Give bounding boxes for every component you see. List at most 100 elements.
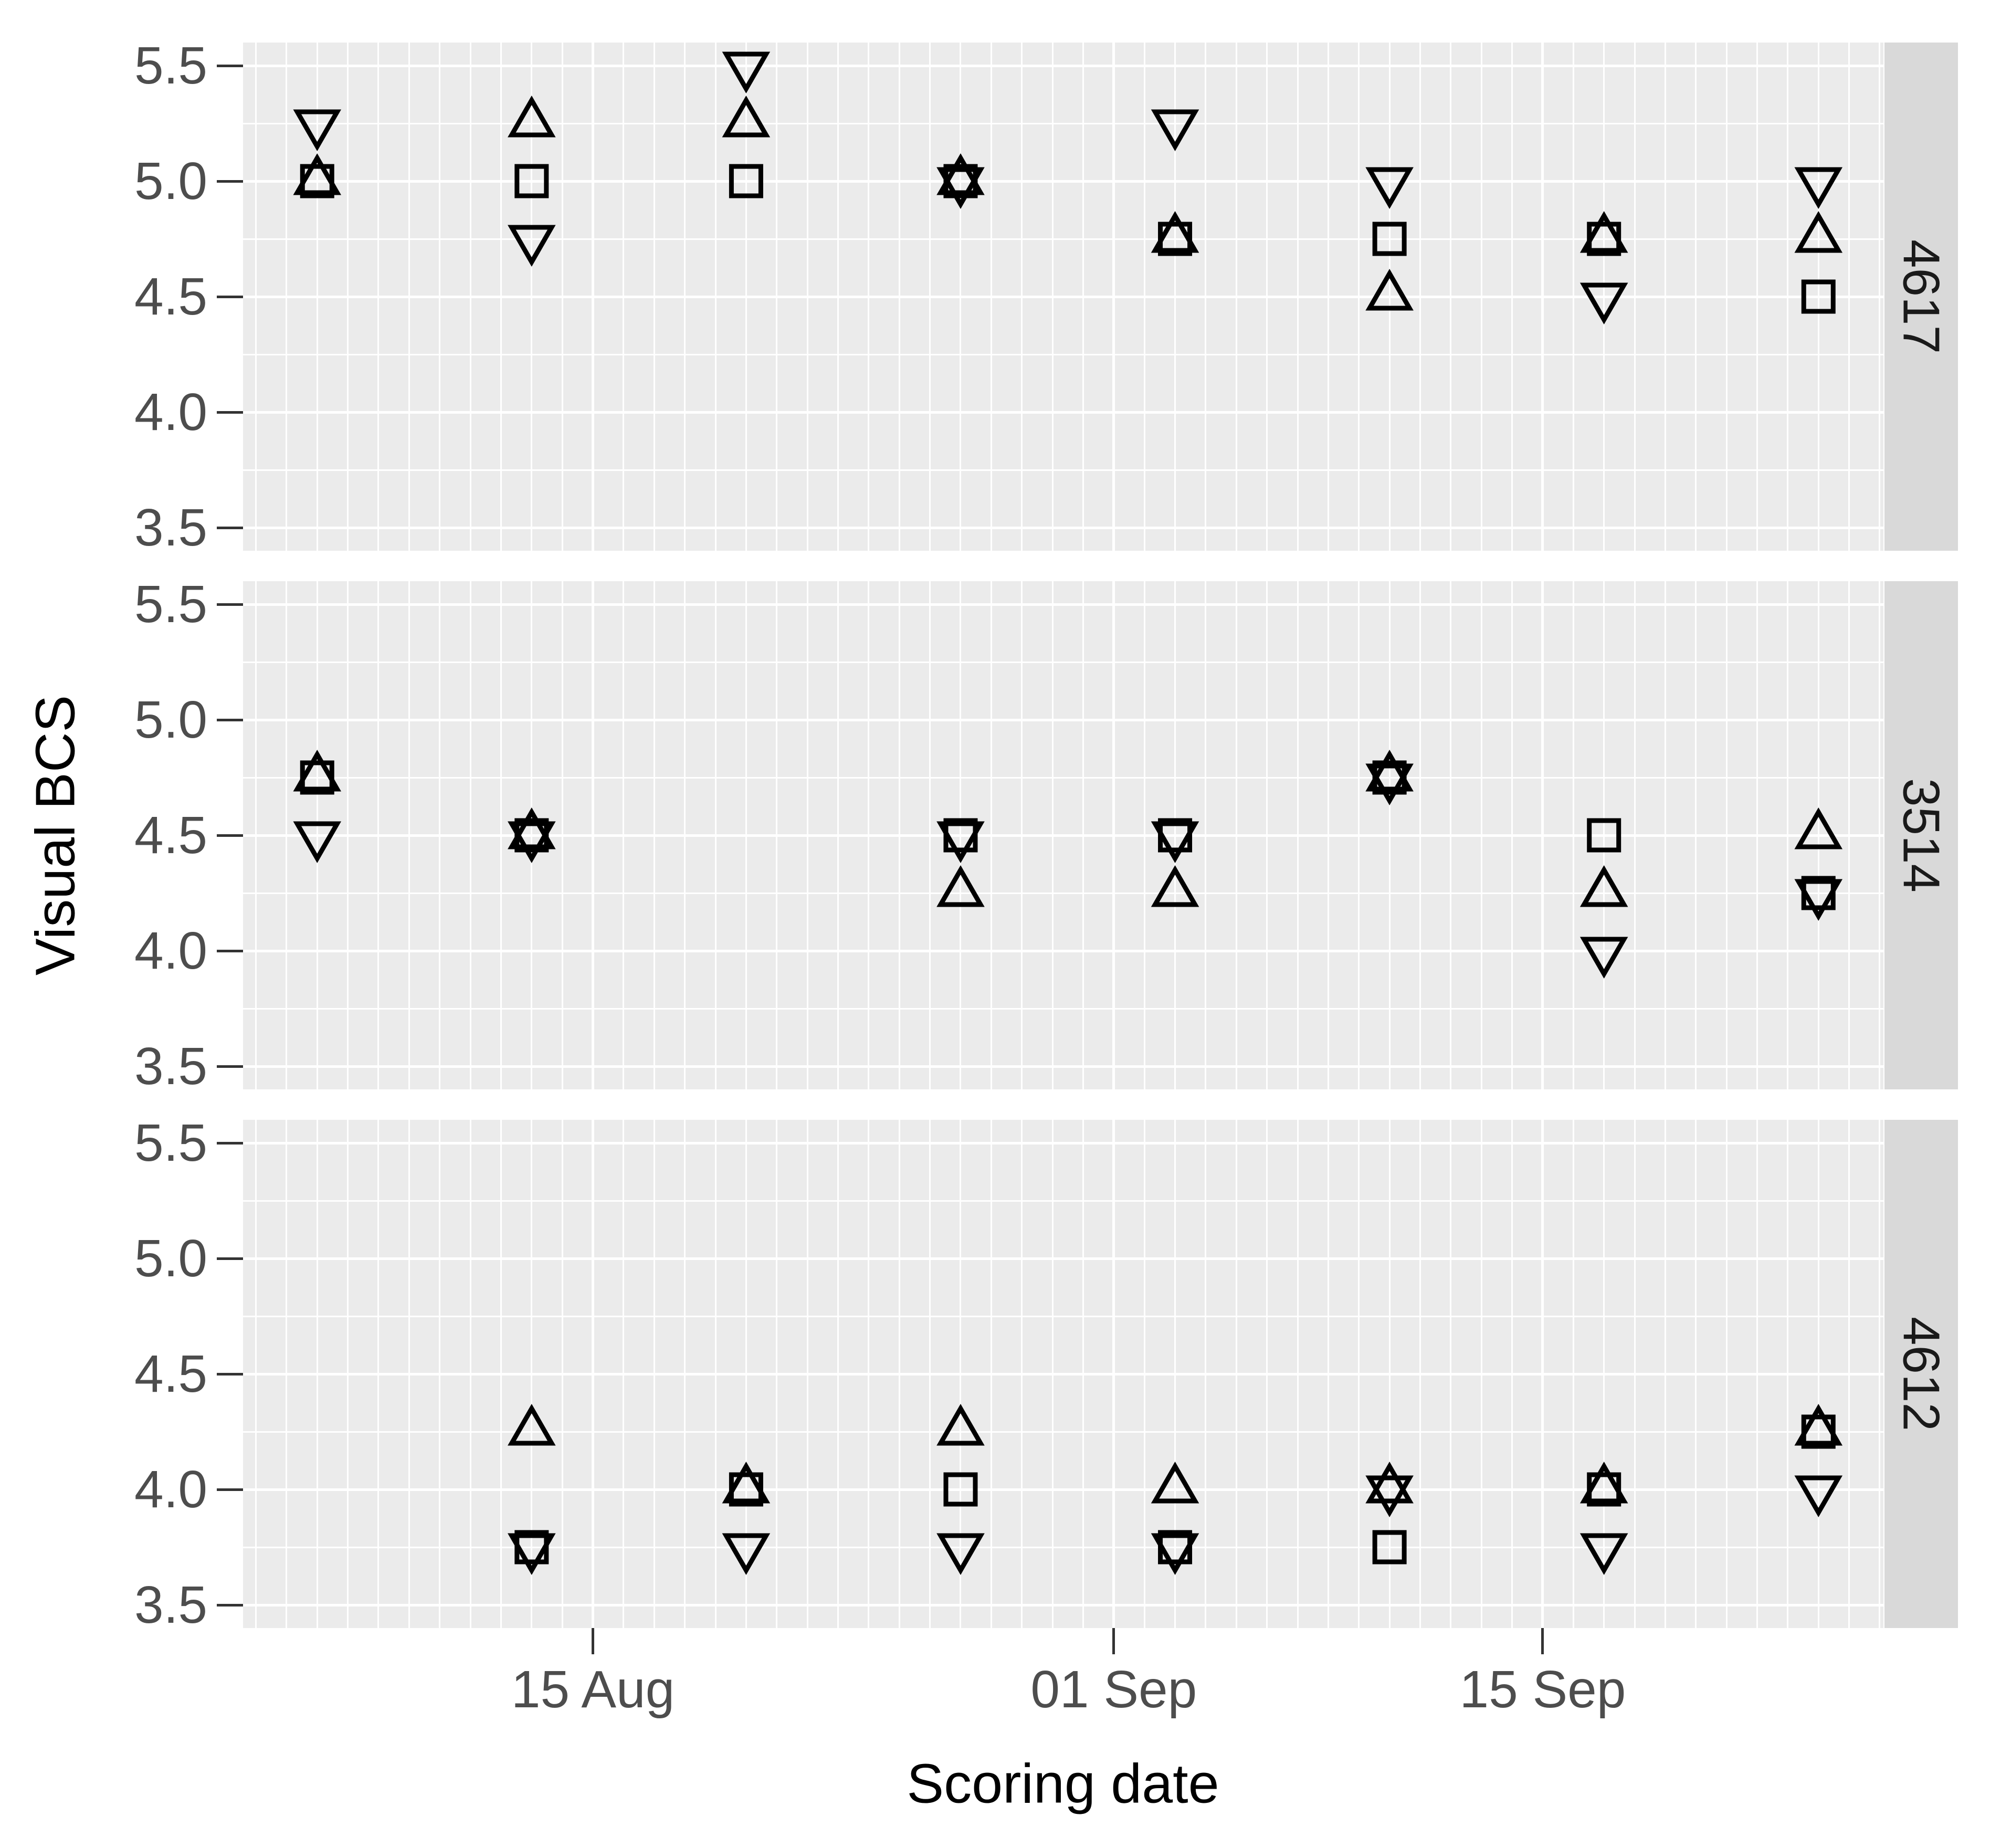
gridline-y-major	[243, 180, 1883, 183]
gridline-y-major	[243, 1141, 1883, 1144]
gridline-y-minor	[243, 1200, 1883, 1202]
x-tick-label: 01 Sep	[1030, 1660, 1197, 1719]
gridline-y-minor	[243, 469, 1883, 471]
gridline-y-major	[243, 1257, 1883, 1260]
gridline-y-major	[243, 1603, 1883, 1606]
x-axis-title: Scoring date	[907, 1752, 1219, 1815]
point-4617-triangle-down	[722, 51, 771, 94]
point-4612-square	[1372, 1530, 1407, 1564]
gridline-y-major	[243, 1372, 1883, 1376]
gridline-y-major	[243, 834, 1883, 837]
point-4612-triangle-down	[1365, 1475, 1414, 1518]
point-4612-square	[943, 1472, 978, 1507]
y-tick-mark	[217, 64, 243, 67]
point-3514-triangle-down	[508, 821, 556, 864]
y-tick-mark	[217, 1257, 243, 1260]
y-tick-label: 5.5	[134, 1114, 207, 1172]
y-tick-mark	[217, 718, 243, 721]
y-tick-mark	[217, 603, 243, 606]
point-4612-triangle-down	[508, 1533, 556, 1576]
y-tick-label: 3.5	[134, 1576, 207, 1634]
y-tick-mark	[217, 411, 243, 414]
point-3514-triangle-up	[1794, 807, 1843, 849]
point-4617-triangle-up	[722, 95, 771, 138]
point-4612-triangle-down	[1579, 1533, 1628, 1576]
gridline-y-minor	[243, 122, 1883, 124]
y-tick-mark	[217, 180, 243, 183]
point-4612-triangle-up	[508, 1403, 556, 1446]
point-3514-triangle-down	[936, 821, 985, 864]
point-3514-triangle-down	[1579, 937, 1628, 979]
point-4612-triangle-up	[936, 1403, 985, 1446]
y-tick-mark	[217, 295, 243, 298]
y-tick-label: 5.0	[134, 1229, 207, 1288]
x-tick-mark	[1541, 1628, 1544, 1654]
point-4617-square	[1372, 222, 1407, 256]
y-tick-label: 4.0	[134, 383, 207, 442]
point-4617-square	[1801, 279, 1836, 314]
point-4617-triangle-up	[936, 153, 985, 195]
gridline-y-minor	[243, 892, 1883, 894]
point-4617-triangle-up	[1151, 211, 1199, 253]
y-tick-label: 4.0	[134, 1460, 207, 1519]
gridline-y-major	[243, 718, 1883, 721]
point-4617-triangle-down	[1151, 109, 1199, 152]
y-tick-label: 5.5	[134, 36, 207, 95]
gridline-y-major	[243, 411, 1883, 414]
point-4612-triangle-up	[1365, 1461, 1414, 1504]
point-4612-triangle-down	[1794, 1475, 1843, 1518]
points-layer-3514	[293, 749, 1843, 979]
point-4617-triangle-down	[1794, 167, 1843, 209]
point-4612-triangle-down	[722, 1533, 771, 1576]
gridline-y-major	[243, 295, 1883, 298]
gridline-y-minor	[243, 1315, 1883, 1317]
y-tick-mark	[217, 834, 243, 837]
panel-4612	[243, 1120, 1883, 1628]
y-tick-mark	[217, 1141, 243, 1144]
point-4617-triangle-up	[293, 153, 342, 195]
point-4617-square	[514, 164, 549, 198]
point-3514-triangle-down	[1365, 763, 1414, 806]
y-tick-label: 4.0	[134, 921, 207, 980]
gridline-y-major	[243, 1488, 1883, 1491]
y-tick-label: 3.5	[134, 498, 207, 557]
gridline-y-major	[243, 603, 1883, 606]
point-3514-square	[1587, 818, 1621, 853]
point-3514-triangle-up	[1151, 865, 1199, 907]
gridline-y-minor	[243, 1007, 1883, 1010]
point-4612-triangle-down	[1151, 1533, 1199, 1576]
point-4617-triangle-down	[1579, 282, 1628, 325]
points-layer-4617	[293, 51, 1843, 325]
gridline-y-major	[243, 64, 1883, 67]
x-tick-label: 15 Aug	[511, 1660, 675, 1719]
gridline-y-minor	[243, 353, 1883, 355]
facet-strip-4617: 4617	[1884, 43, 1958, 551]
point-4617-square	[729, 164, 763, 198]
point-4612-triangle-down	[936, 1533, 985, 1576]
gridline-y-minor	[243, 1546, 1883, 1548]
point-4612-triangle-up	[722, 1461, 771, 1504]
point-4617-triangle-up	[1365, 268, 1414, 311]
point-4612-triangle-up	[1794, 1403, 1843, 1446]
y-tick-label: 4.5	[134, 806, 207, 865]
gridline-y-minor	[243, 661, 1883, 663]
point-4612-triangle-up	[1579, 1461, 1628, 1504]
point-3514-triangle-down	[293, 821, 342, 864]
point-4617-triangle-up	[508, 95, 556, 138]
gridline-y-minor	[243, 238, 1883, 240]
facet-strip-label: 4612	[1892, 1316, 1951, 1432]
y-tick-mark	[217, 526, 243, 529]
point-4617-triangle-down	[936, 167, 985, 209]
point-3514-triangle-up	[293, 749, 342, 792]
gridline-y-minor	[243, 1431, 1883, 1433]
gridline-y-major	[243, 949, 1883, 952]
y-tick-mark	[217, 1603, 243, 1606]
y-tick-label: 4.5	[134, 267, 207, 326]
y-tick-mark	[217, 1065, 243, 1068]
point-3514-triangle-up	[1579, 865, 1628, 907]
point-4617-triangle-up	[1579, 211, 1628, 253]
point-4617-triangle-down	[508, 225, 556, 267]
y-tick-label: 5.0	[134, 690, 207, 749]
point-3514-triangle-down	[1151, 821, 1199, 864]
point-4617-triangle-down	[1365, 167, 1414, 209]
